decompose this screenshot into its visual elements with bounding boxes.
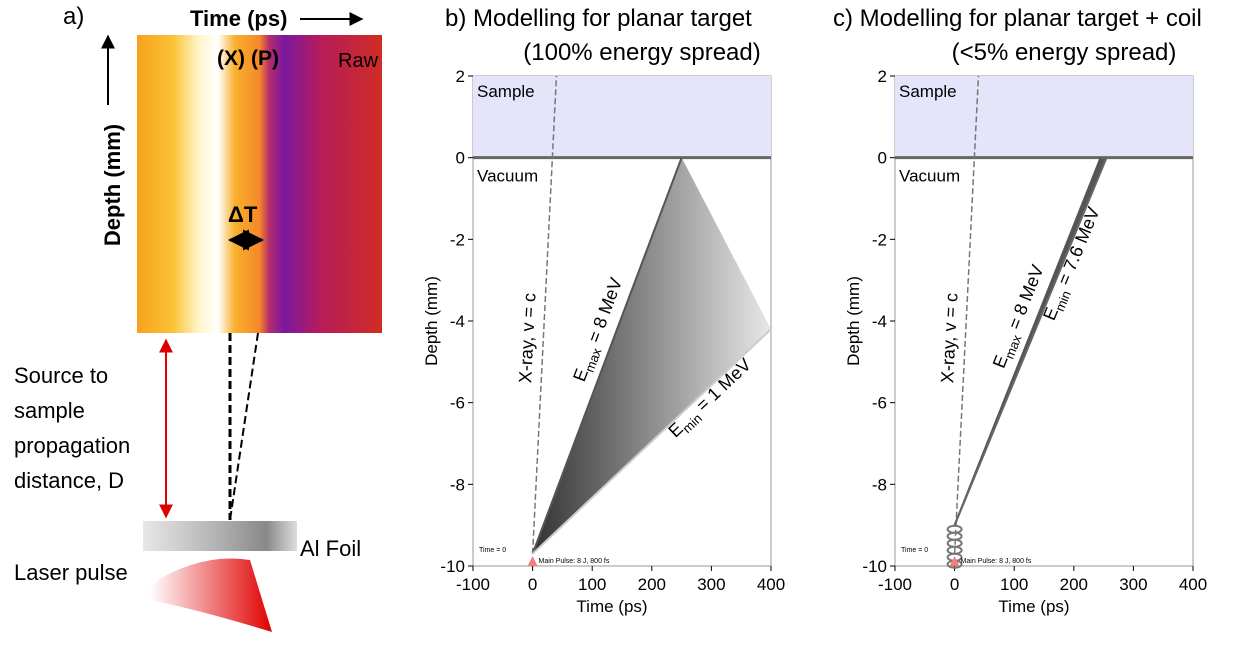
chart-title: c) Modelling for planar target + coil xyxy=(833,5,1202,32)
x-tick-label: 300 xyxy=(1119,575,1147,594)
tag-p: (P) xyxy=(251,47,279,70)
x-tick-label: 400 xyxy=(757,575,785,594)
heatmap xyxy=(137,35,382,333)
panel-a: a) Time (ps) (X) (P) Raw Depth (mm) ΔT S… xyxy=(14,3,382,632)
series-label: X-ray, v = c xyxy=(937,292,961,383)
raw-label: Raw xyxy=(338,50,379,72)
y-tick-label: 2 xyxy=(456,67,465,86)
x-tick-label: 200 xyxy=(638,575,666,594)
region-label: Sample xyxy=(477,82,535,101)
series-line xyxy=(953,157,1108,526)
series-line xyxy=(953,75,980,554)
chart: b) Modelling for planar target (100% ener… xyxy=(422,5,785,616)
y-tick-label: -10 xyxy=(440,557,465,576)
y-tick-label: -4 xyxy=(450,312,465,331)
label-part: X-ray, v = c xyxy=(937,292,961,383)
y-tick-label: -6 xyxy=(450,394,465,413)
y-tick-label: -6 xyxy=(872,394,887,413)
laser xyxy=(150,558,272,632)
note: Time = 0 xyxy=(901,547,928,554)
panel-label: a) xyxy=(63,3,84,30)
y-axis-label: Depth (mm) xyxy=(844,276,863,366)
foil xyxy=(143,521,297,551)
region-label: Sample xyxy=(899,82,957,101)
distance-label: Source to xyxy=(14,363,108,388)
chart-subtitle: (<5% energy spread) xyxy=(952,39,1177,66)
y-tick-label: -4 xyxy=(872,312,887,331)
y-tick-label: 2 xyxy=(878,67,887,86)
x-tick-label: 0 xyxy=(528,575,537,594)
x-axis-label: Time (ps) xyxy=(576,597,647,616)
foil-label: Al Foil xyxy=(300,536,361,561)
region-label: Vacuum xyxy=(477,167,538,186)
sample-region xyxy=(473,76,771,158)
chart: c) Modelling for planar target + coil (<5… xyxy=(833,5,1207,616)
distance-label: propagation xyxy=(14,433,130,458)
x-tick-label: -100 xyxy=(456,575,490,594)
tag-x: (X) xyxy=(217,47,245,70)
series-line xyxy=(531,328,772,555)
x-label: Time (ps) xyxy=(190,6,287,31)
sample-region xyxy=(895,76,1193,158)
y-tick-label: -2 xyxy=(450,230,465,249)
x-axis-label: Time (ps) xyxy=(998,597,1069,616)
energy-cone xyxy=(532,157,771,554)
label-part: min xyxy=(1052,288,1074,313)
delta-label: ΔT xyxy=(228,202,258,227)
x-tick-label: 0 xyxy=(950,575,959,594)
pulse-marker xyxy=(949,556,960,566)
y-label: Depth (mm) xyxy=(100,124,125,246)
x-tick-label: 300 xyxy=(697,575,725,594)
x-tick-label: -100 xyxy=(878,575,912,594)
note: Main Pulse: 8 J, 800 fs xyxy=(961,558,1032,565)
x-tick-label: 200 xyxy=(1060,575,1088,594)
y-tick-label: -10 xyxy=(862,557,887,576)
pulse-marker xyxy=(527,556,538,566)
region-label: Vacuum xyxy=(899,167,960,186)
y-tick-label: 0 xyxy=(878,149,887,168)
x-tick-label: 100 xyxy=(578,575,606,594)
note: Main Pulse: 8 J, 800 fs xyxy=(539,558,610,565)
chart-title: b) Modelling for planar target xyxy=(445,5,752,32)
y-tick-label: -8 xyxy=(450,475,465,494)
x-tick-label: 100 xyxy=(1000,575,1028,594)
distance-label: sample xyxy=(14,398,85,423)
y-tick-label: -8 xyxy=(872,475,887,494)
label-part: X-ray, v = c xyxy=(515,292,539,383)
series-line xyxy=(531,157,683,555)
y-axis-label: Depth (mm) xyxy=(422,276,441,366)
y-tick-label: -2 xyxy=(872,230,887,249)
chart-subtitle: (100% energy spread) xyxy=(523,39,760,66)
dashed-line xyxy=(229,332,259,521)
series-label: X-ray, v = c xyxy=(515,292,539,383)
note: Time = 0 xyxy=(479,547,506,554)
laser-label: Laser pulse xyxy=(14,560,128,585)
x-tick-label: 400 xyxy=(1179,575,1207,594)
y-tick-label: 0 xyxy=(456,149,465,168)
series-line xyxy=(531,75,558,554)
distance-label: distance, D xyxy=(14,468,124,493)
